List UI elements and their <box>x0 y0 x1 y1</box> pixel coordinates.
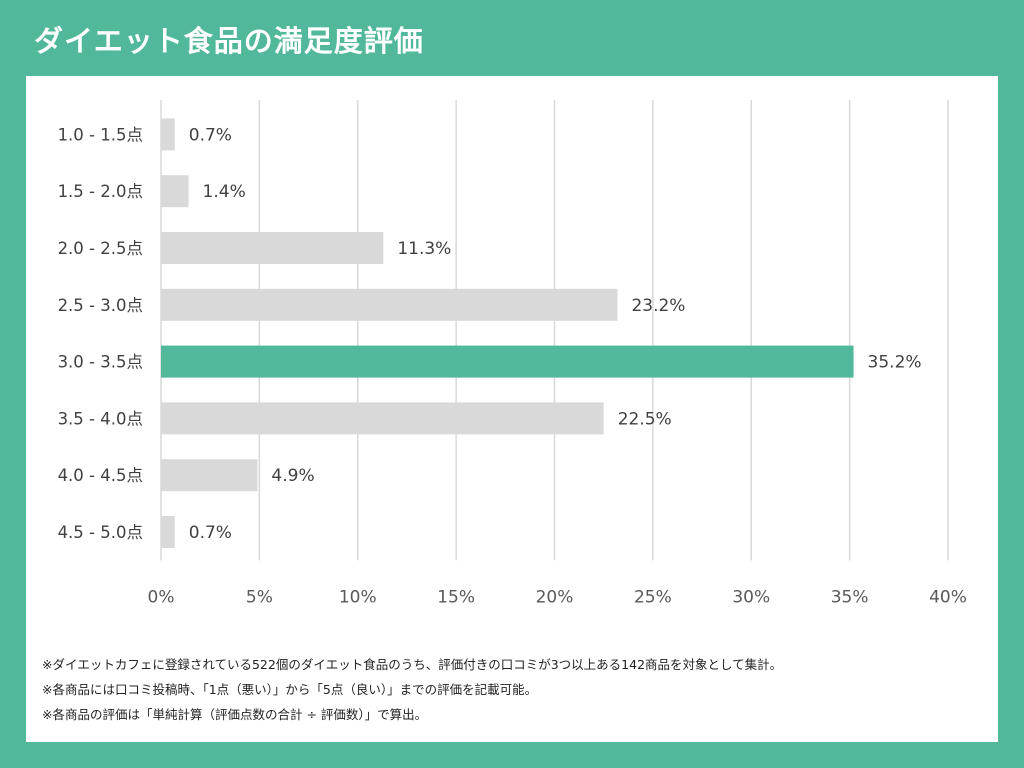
x-tick-label: 25% <box>634 587 672 607</box>
category-label: 2.0 - 2.5点 <box>58 239 143 258</box>
footnote-3: ※各商品の評価は「単純計算（評価点数の合計 ÷ 評価数）」で算出。 <box>42 707 428 722</box>
bar <box>161 516 175 548</box>
bar <box>161 402 604 435</box>
footnote-2: ※各商品には口コミ投稿時、「1点（悪い）」から「5点（良い）」までの評価を記載可… <box>42 682 538 697</box>
category-label: 4.5 - 5.0点 <box>58 523 143 542</box>
data-label: 11.3% <box>397 239 451 259</box>
data-label: 0.7% <box>189 125 232 145</box>
x-tick-label: 15% <box>437 587 475 607</box>
x-tick-label: 5% <box>246 587 273 607</box>
x-tick-label: 20% <box>536 587 574 607</box>
data-label: 35.2% <box>868 353 922 373</box>
bar-chart: 0% 5% 10% 15% 20% 25% 30% 35% 40% 1.0 - 1.5点 0.7% 1… <box>58 100 967 607</box>
x-tick-label: 10% <box>339 587 377 607</box>
data-label: 4.9% <box>271 466 314 486</box>
category-label: 2.5 - 3.0点 <box>58 296 143 315</box>
data-label: 0.7% <box>189 523 232 543</box>
x-tick-label: 40% <box>929 587 967 607</box>
category-label: 4.0 - 4.5点 <box>58 466 143 485</box>
bar <box>161 175 189 208</box>
footnotes: ※ダイエットカフェに登録されている522個のダイエット食品のうち、評価付きの口コ… <box>42 652 782 727</box>
bar <box>161 118 175 151</box>
x-tick-label: 30% <box>732 587 770 607</box>
chart-title: ダイエット食品の満足度評価 <box>34 24 424 58</box>
data-label: 1.4% <box>203 182 246 202</box>
bar <box>161 288 618 321</box>
x-tick-label: 0% <box>148 587 175 607</box>
category-label: 1.0 - 1.5点 <box>58 125 143 144</box>
x-tick-label: 35% <box>831 587 869 607</box>
chart-panel: 0% 5% 10% 15% 20% 25% 30% 35% 40% 1.0 - 1.5点 0.7% 1… <box>26 76 998 742</box>
data-label: 23.2% <box>631 296 685 316</box>
category-label: 3.5 - 4.0点 <box>58 409 143 428</box>
data-label: 22.5% <box>618 409 672 429</box>
category-label: 1.5 - 2.0点 <box>58 182 143 201</box>
footnote-1: ※ダイエットカフェに登録されている522個のダイエット食品のうち、評価付きの口コ… <box>42 657 783 672</box>
category-label: 3.0 - 3.5点 <box>58 353 143 372</box>
bar <box>161 232 384 264</box>
bar <box>161 345 854 378</box>
bar <box>161 459 258 492</box>
